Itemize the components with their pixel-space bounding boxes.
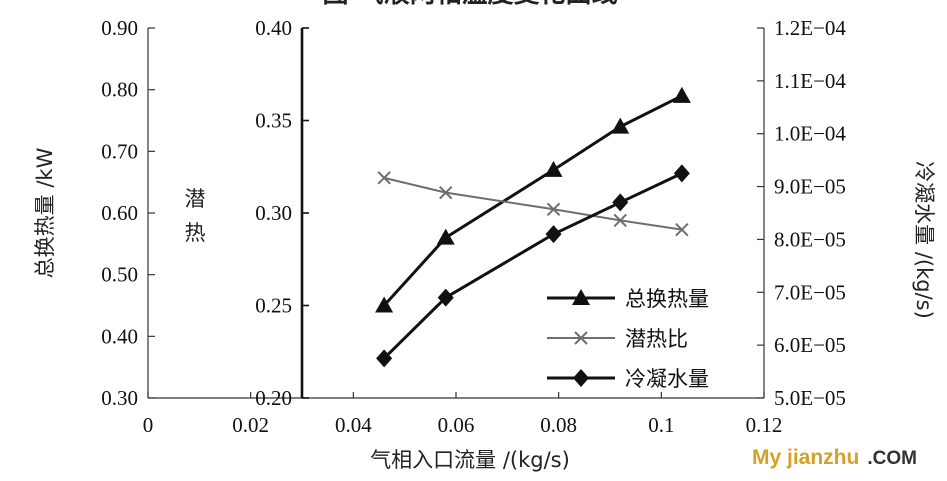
middle-axis-label-char: 热 — [185, 221, 206, 245]
x-tick-label: 0.1 — [648, 413, 674, 437]
x-tick-label: 0 — [143, 413, 154, 437]
watermark-brand: My jianzhu — [752, 446, 860, 469]
right-tick-label: 1.1E−04 — [774, 69, 846, 93]
x-tick-label: 0.04 — [335, 413, 372, 437]
series-layer — [375, 86, 691, 368]
data-point — [613, 213, 627, 228]
data-point — [611, 117, 630, 134]
data-point — [437, 288, 454, 307]
legend-marker — [572, 289, 590, 305]
right-tick-label: 1.0E−04 — [774, 122, 846, 146]
right-tick-label: 8.0E−05 — [774, 227, 846, 251]
left-tick-label: 0.30 — [101, 386, 138, 410]
right-tick-label: 5.0E−05 — [774, 386, 846, 410]
series-3 — [376, 164, 690, 368]
x-tick-label: 0.06 — [438, 413, 475, 437]
middle-axis-ticks: 0.20 0.25 0.30 0.35 0.40 — [255, 16, 309, 410]
left-tick-label: 0.80 — [101, 78, 138, 102]
left-tick-label: 0.70 — [101, 139, 138, 163]
right-tick-label: 9.0E−05 — [774, 175, 846, 199]
middle-tick-label: 0.40 — [255, 16, 292, 40]
data-point — [377, 171, 391, 185]
right-tick-label: 1.2E−04 — [774, 16, 846, 40]
left-tick-label: 0.40 — [101, 324, 138, 348]
data-point — [675, 222, 689, 237]
series-line — [383, 176, 683, 231]
x-tick-label: 0.12 — [746, 413, 783, 437]
data-point — [545, 225, 562, 244]
x-axis-label: 气相入口流量 /(kg/s) — [370, 448, 570, 472]
middle-axis-label: 潜热 — [185, 187, 206, 245]
left-tick-label: 0.50 — [101, 263, 138, 287]
middle-tick-label: 0.25 — [255, 294, 292, 318]
watermark: My jianzhu .COM — [752, 446, 917, 470]
watermark-domain: .COM — [867, 448, 917, 469]
legend-marker — [573, 369, 589, 387]
x-tick-label: 0.08 — [540, 413, 577, 437]
data-point — [436, 228, 455, 245]
data-point — [546, 202, 561, 217]
series-2 — [377, 171, 689, 237]
right-axis-ticks: 5.0E−05 6.0E−05 7.0E−05 8.0E−05 9.0E−05 1.0E−… — [757, 16, 846, 410]
series-1 — [375, 86, 691, 313]
middle-axis-label-char: 潜 — [185, 187, 206, 211]
data-point — [673, 164, 690, 183]
right-tick-label: 7.0E−05 — [774, 280, 846, 304]
data-point — [375, 296, 394, 313]
x-tick-label: 0.02 — [232, 413, 269, 437]
series-line — [383, 94, 683, 307]
middle-tick-label: 0.30 — [255, 201, 292, 225]
middle-tick-label: 0.35 — [255, 109, 292, 133]
right-tick-label: 6.0E−05 — [774, 333, 846, 357]
data-point — [376, 349, 393, 368]
data-point — [439, 185, 453, 200]
data-point — [612, 193, 629, 212]
data-point — [672, 86, 691, 103]
legend-marker — [574, 331, 588, 345]
data-point — [544, 160, 563, 177]
legend-label: 总换热量 — [625, 287, 709, 311]
middle-tick-label: 0.20 — [255, 386, 292, 410]
right-axis-label: 冷凝水量 /(kg/s) — [912, 161, 936, 319]
legend-label: 潜热比 — [625, 327, 688, 351]
left-axis-label: 总换热量 /kW — [33, 147, 57, 278]
left-tick-label: 0.90 — [101, 16, 138, 40]
left-axis-ticks: 0.30 0.40 0.50 0.60 0.70 0.80 0.90 — [101, 16, 155, 410]
x-axis-ticks: 0 0.02 0.04 0.06 0.08 0.1 0.12 — [143, 392, 783, 437]
legend-label: 冷凝水量 — [625, 367, 709, 391]
left-tick-label: 0.60 — [101, 201, 138, 225]
chart-title-fragment: 图 气液两相温度变化曲线 — [322, 0, 617, 9]
